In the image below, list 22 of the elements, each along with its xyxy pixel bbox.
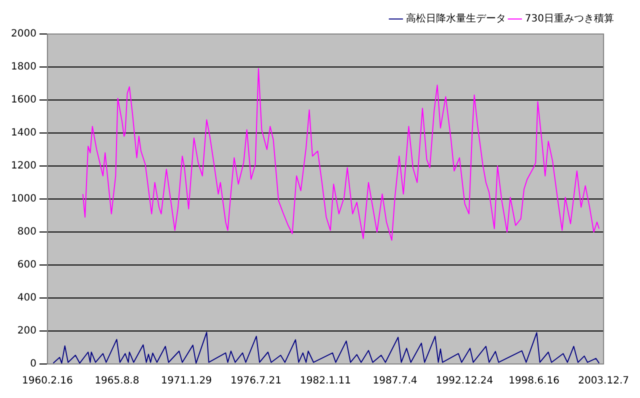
x-tick-label: 1992.12.24: [436, 376, 494, 387]
y-tick-label: 200: [17, 326, 36, 337]
y-tick-label: 800: [17, 226, 36, 238]
x-tick-label: 1960.2.16: [22, 376, 73, 387]
x-tick-label: 1998.6.16: [508, 376, 560, 387]
x-tick-label: 1971.1.29: [161, 376, 212, 387]
x-tick-label: 2003.12.7: [578, 376, 630, 387]
y-tick-label: 400: [17, 292, 36, 304]
y-tick-label: 0: [30, 358, 36, 370]
legend-label: 高松日降水量生データ: [406, 12, 506, 25]
y-tick-label: 600: [17, 260, 36, 271]
y-tick-label: 1400: [10, 128, 36, 139]
x-tick-label: 1976.7.21: [230, 376, 282, 387]
y-tick-label: 1200: [10, 160, 36, 172]
x-tick-label: 1982.1.11: [300, 376, 351, 387]
y-tick-label: 1000: [10, 194, 36, 205]
y-tick-label: 1600: [10, 94, 36, 106]
x-tick-label: 1987.7.4: [372, 376, 418, 387]
x-tick-label: 1965.8.8: [94, 376, 140, 387]
y-tick-label: 1800: [10, 62, 36, 73]
y-tick-label: 2000: [10, 28, 36, 40]
legend-label: 730日重みつき積算: [524, 12, 614, 25]
